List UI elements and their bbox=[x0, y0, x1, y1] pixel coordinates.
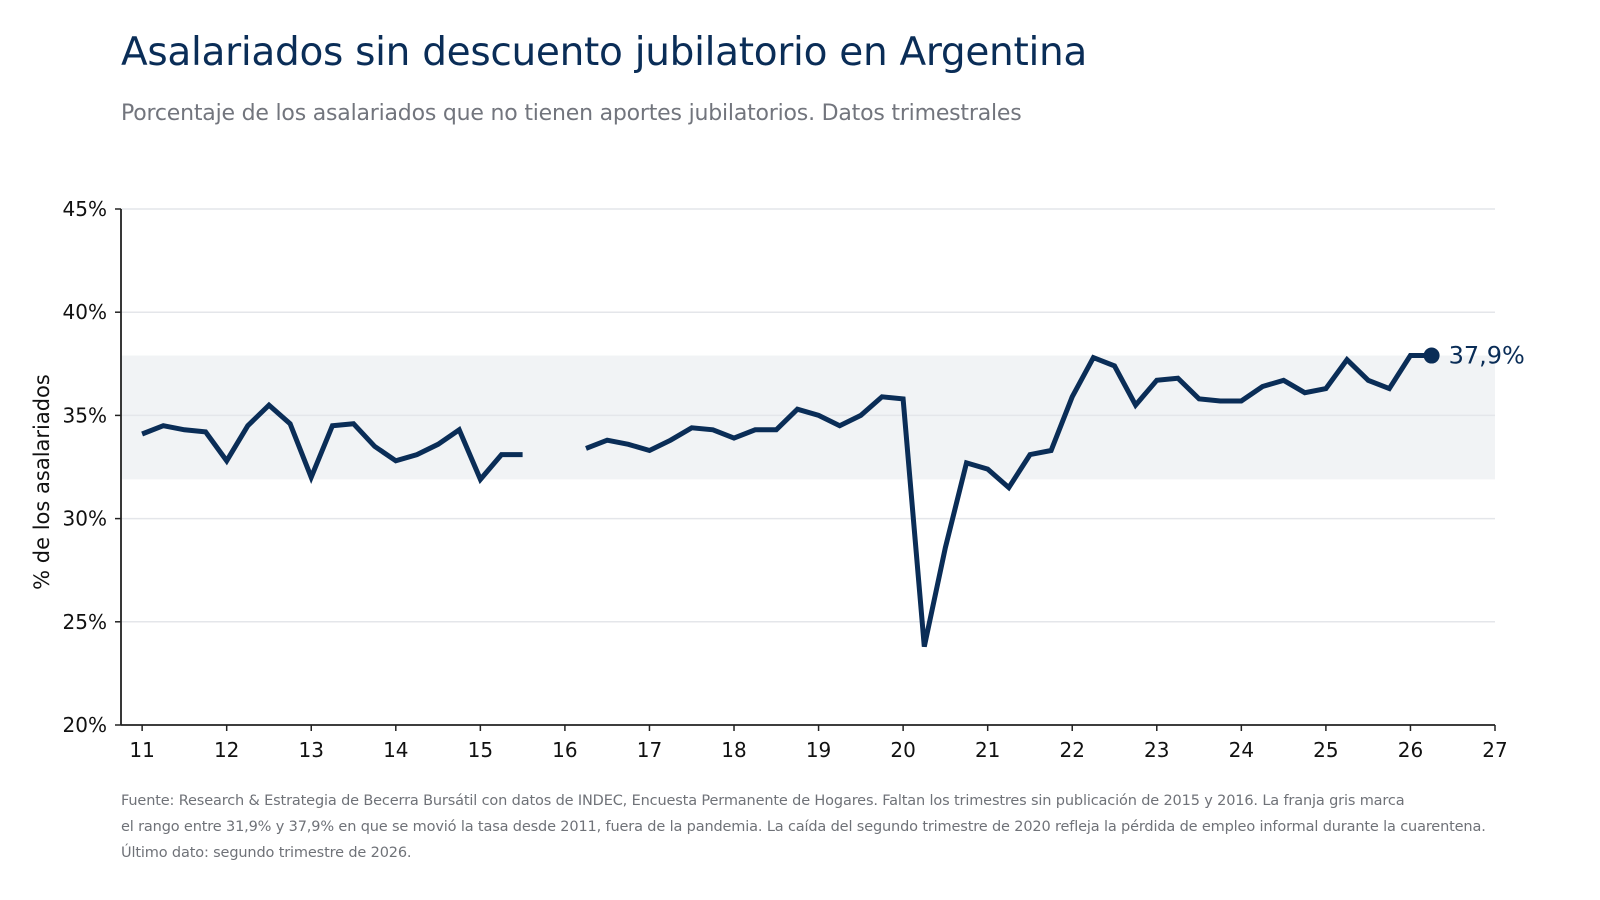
x-tick-label: 21 bbox=[975, 738, 1000, 762]
footnote-line-2: el rango entre 31,9% y 37,9% en que se m… bbox=[121, 819, 1486, 835]
y-tick-label: 30% bbox=[63, 507, 107, 531]
x-tick-label: 27 bbox=[1482, 738, 1507, 762]
y-tick-label: 25% bbox=[63, 610, 107, 634]
x-tick-label: 25 bbox=[1313, 738, 1338, 762]
x-tick-label: 23 bbox=[1144, 738, 1169, 762]
x-tick-label: 24 bbox=[1229, 738, 1254, 762]
line-chart: 20% 25% 30% 35% 40% 45% 11 12 13 14 15 16 17 18 19 20 21… bbox=[30, 197, 1525, 762]
x-tick-label: 15 bbox=[468, 738, 493, 762]
x-tick-label: 26 bbox=[1398, 738, 1423, 762]
footnote: Fuente: Research & Estrategia de Becerra… bbox=[121, 788, 1486, 866]
series-line bbox=[585, 353, 1432, 648]
x-tick-label: 16 bbox=[552, 738, 577, 762]
x-tick-label: 19 bbox=[806, 738, 831, 762]
y-tick-label: 20% bbox=[63, 713, 107, 737]
x-tick-label: 11 bbox=[129, 738, 154, 762]
x-tick-label: 13 bbox=[299, 738, 324, 762]
last-value-marker bbox=[1423, 347, 1440, 364]
y-tick-label: 40% bbox=[63, 300, 107, 324]
range-band bbox=[121, 355, 1495, 480]
chart-title: Asalariados sin descuento jubilatorio en… bbox=[121, 30, 1087, 75]
x-tick-label: 12 bbox=[214, 738, 239, 762]
x-tick-label: 14 bbox=[383, 738, 408, 762]
footnote-line-3: Último dato: segundo trimestre de 2026. bbox=[121, 845, 412, 861]
series-line bbox=[141, 401, 523, 485]
y-tick-label: 35% bbox=[63, 403, 107, 427]
y-tick-label: 45% bbox=[63, 197, 107, 221]
footnote-line-1: Fuente: Research & Estrategia de Becerra… bbox=[121, 793, 1405, 809]
x-tick-label: 20 bbox=[890, 738, 915, 762]
y-axis-label: % de los asalariados bbox=[30, 374, 54, 590]
last-value-label: 37,9% bbox=[1449, 342, 1525, 370]
x-tick-label: 18 bbox=[721, 738, 746, 762]
x-tick-label: 22 bbox=[1060, 738, 1085, 762]
chart-subtitle: Porcentaje de los asalariados que no tie… bbox=[121, 101, 1022, 126]
x-tick-label: 17 bbox=[637, 738, 662, 762]
